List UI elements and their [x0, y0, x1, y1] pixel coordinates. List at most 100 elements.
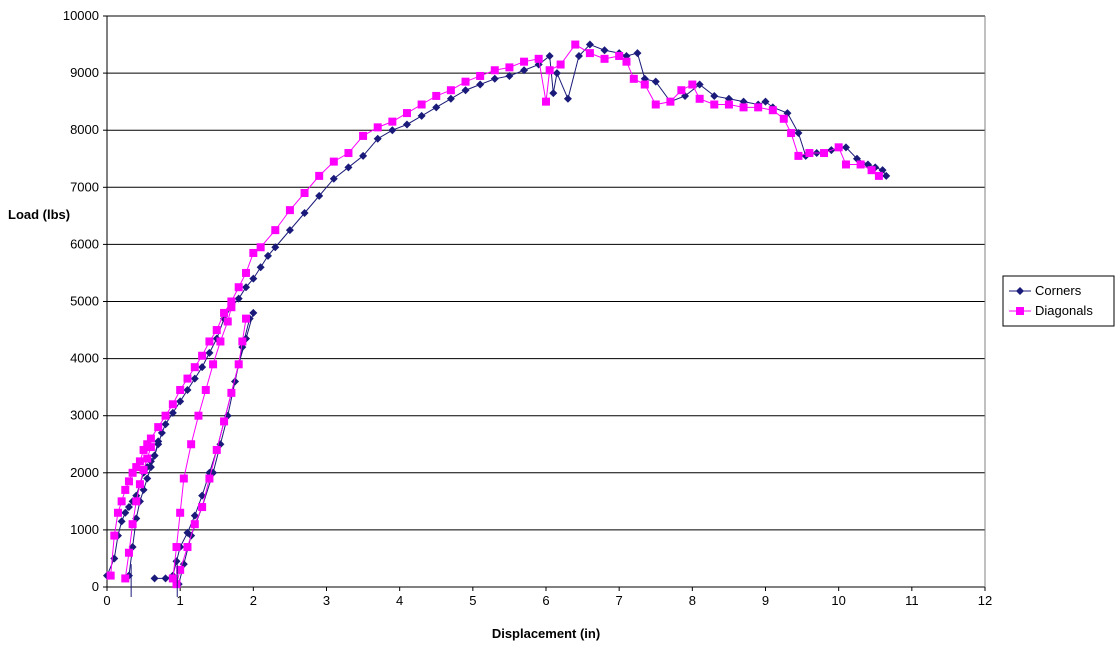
data-point — [794, 151, 803, 160]
x-tick-label: 11 — [905, 593, 919, 608]
data-point — [768, 106, 777, 115]
data-point — [234, 360, 243, 369]
data-point — [220, 308, 229, 317]
data-point — [695, 94, 704, 103]
data-point — [754, 103, 763, 112]
data-point — [135, 480, 144, 489]
x-tick-label: 6 — [542, 593, 549, 608]
data-point — [249, 274, 258, 283]
data-point — [110, 531, 119, 540]
y-tick-label: 7000 — [70, 179, 99, 194]
data-point — [761, 97, 770, 106]
data-point — [249, 248, 258, 257]
data-point — [633, 49, 642, 58]
data-point — [117, 517, 126, 526]
data-point — [271, 243, 280, 252]
data-point — [176, 386, 185, 395]
data-point — [135, 457, 144, 466]
data-point — [176, 508, 185, 517]
data-point — [373, 134, 382, 143]
data-point — [176, 565, 185, 574]
data-point — [124, 477, 133, 486]
data-point — [154, 437, 163, 446]
data-point — [794, 129, 803, 138]
data-point — [461, 77, 470, 86]
data-point — [212, 445, 221, 454]
data-point — [132, 497, 141, 506]
data-point — [205, 474, 214, 483]
data-point — [172, 543, 181, 552]
data-point — [205, 337, 214, 346]
data-point — [146, 443, 155, 452]
data-point — [212, 326, 221, 335]
data-point — [106, 571, 115, 580]
legend-box — [1002, 275, 1115, 327]
data-point — [388, 117, 397, 126]
data-point — [329, 157, 338, 166]
data-point — [622, 57, 631, 66]
data-point — [161, 420, 170, 429]
data-point — [154, 423, 163, 432]
data-point — [139, 465, 148, 474]
data-point — [190, 520, 199, 529]
data-point — [882, 171, 891, 180]
data-point — [476, 80, 485, 89]
data-point — [183, 386, 192, 395]
data-point — [198, 503, 207, 512]
data-point — [552, 69, 561, 78]
x-tick-label: 7 — [616, 593, 623, 608]
data-point — [234, 283, 243, 292]
gridlines — [107, 15, 985, 531]
data-point — [432, 103, 441, 112]
data-point — [874, 171, 883, 180]
data-point — [121, 485, 130, 494]
data-point — [128, 520, 137, 529]
data-point — [205, 348, 214, 357]
data-point — [315, 171, 324, 180]
data-point — [161, 411, 170, 420]
y-tick-label: 2000 — [70, 465, 99, 480]
data-point — [600, 54, 609, 63]
data-point — [227, 297, 236, 306]
data-point — [242, 314, 251, 323]
y-axis-title: Load (lbs) — [8, 207, 70, 222]
data-point — [779, 114, 788, 123]
data-point — [556, 60, 565, 69]
legend-label: Diagonals — [1035, 303, 1093, 318]
data-point — [139, 445, 148, 454]
y-tick-label: 10000 — [63, 8, 99, 23]
x-tick-label: 1 — [177, 593, 184, 608]
y-tick-label: 6000 — [70, 236, 99, 251]
x-tick-label: 4 — [396, 593, 403, 608]
data-point — [651, 100, 660, 109]
data-point — [787, 129, 796, 138]
data-point — [209, 360, 218, 369]
data-point — [190, 374, 199, 383]
data-point — [373, 123, 382, 132]
data-point — [124, 503, 133, 512]
series-diagonals — [106, 40, 883, 589]
data-point — [132, 463, 141, 472]
legend-marker — [1016, 307, 1024, 315]
data-point — [585, 40, 594, 49]
series-line — [110, 43, 880, 576]
data-point — [677, 86, 686, 95]
y-tick-label: 8000 — [70, 122, 99, 137]
data-point — [388, 126, 397, 135]
data-point — [585, 49, 594, 58]
data-point — [227, 388, 236, 397]
data-point — [172, 580, 181, 589]
data-point — [150, 574, 159, 583]
data-point — [161, 574, 170, 583]
data-point — [651, 77, 660, 86]
data-point — [402, 120, 411, 129]
data-point — [615, 51, 624, 60]
data-point — [231, 377, 240, 386]
data-point — [172, 557, 181, 566]
data-point — [505, 63, 514, 72]
axes — [103, 15, 986, 591]
data-point — [867, 166, 876, 175]
data-point — [329, 174, 338, 183]
data-point — [256, 263, 265, 272]
x-tick-labels: 0 1 2 3 4 5 6 7 8 9 10 11 12 — [103, 593, 992, 608]
